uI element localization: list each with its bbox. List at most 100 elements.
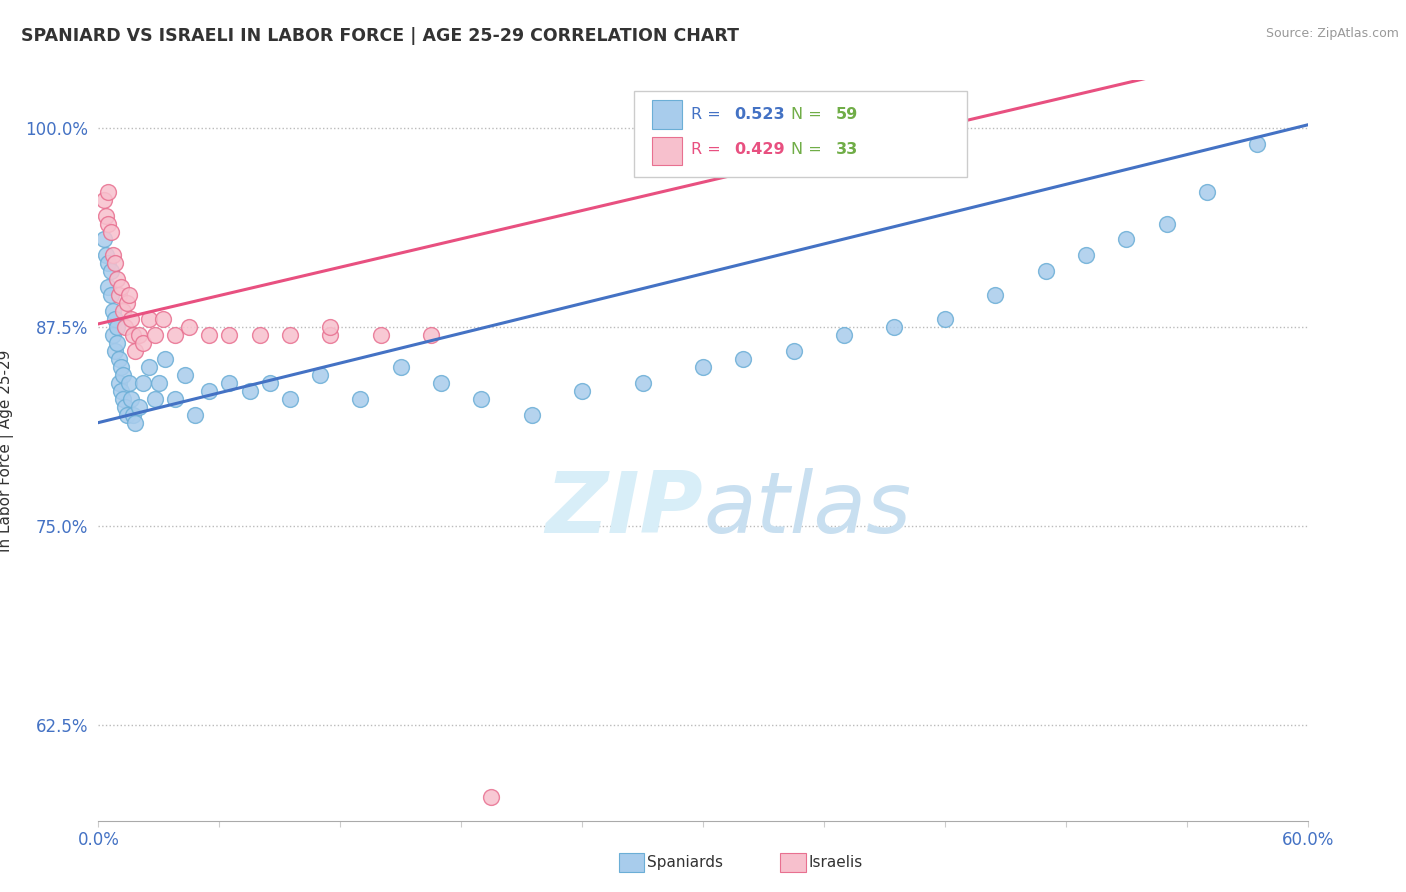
Point xyxy=(153,351,176,366)
Point xyxy=(120,312,142,326)
Point xyxy=(107,351,129,366)
Point xyxy=(218,376,240,390)
Point xyxy=(198,328,221,343)
Point xyxy=(1195,185,1218,199)
Point xyxy=(832,328,855,343)
Point xyxy=(692,359,714,374)
Point xyxy=(143,328,166,343)
Point xyxy=(883,320,905,334)
Point xyxy=(100,288,122,302)
Text: Spaniards: Spaniards xyxy=(647,855,723,870)
Point xyxy=(143,392,166,406)
Point xyxy=(105,272,128,286)
Point xyxy=(111,368,134,382)
Point xyxy=(319,320,342,334)
Point xyxy=(349,392,371,406)
Point xyxy=(128,328,150,343)
Point xyxy=(100,264,122,278)
Point xyxy=(984,288,1007,302)
Point xyxy=(631,376,654,390)
Point xyxy=(319,328,342,343)
Point xyxy=(107,376,129,390)
Point xyxy=(103,312,125,326)
Bar xyxy=(652,101,682,128)
Point xyxy=(121,328,143,343)
Point xyxy=(309,368,332,382)
Text: Source: ZipAtlas.com: Source: ZipAtlas.com xyxy=(1265,27,1399,40)
Point xyxy=(114,400,136,414)
Point xyxy=(120,392,142,406)
Point xyxy=(174,368,197,382)
Point xyxy=(179,320,201,334)
Point xyxy=(97,185,120,199)
Y-axis label: In Labor Force | Age 25-29: In Labor Force | Age 25-29 xyxy=(0,350,14,551)
Point xyxy=(110,384,132,398)
Point xyxy=(420,328,443,343)
Point xyxy=(128,400,150,414)
Point xyxy=(218,328,240,343)
Point xyxy=(733,351,755,366)
Text: SPANIARD VS ISRAELI IN LABOR FORCE | AGE 25-29 CORRELATION CHART: SPANIARD VS ISRAELI IN LABOR FORCE | AGE… xyxy=(21,27,740,45)
Point xyxy=(111,304,134,318)
Point xyxy=(239,384,262,398)
Bar xyxy=(652,136,682,165)
Point xyxy=(249,328,271,343)
Point xyxy=(96,248,118,262)
Point xyxy=(1074,248,1097,262)
Point xyxy=(111,392,134,406)
Point xyxy=(103,256,125,270)
Point xyxy=(110,280,132,294)
Point xyxy=(93,193,115,207)
Point xyxy=(152,312,174,326)
FancyBboxPatch shape xyxy=(634,91,966,177)
Point xyxy=(97,280,120,294)
Point xyxy=(1035,264,1057,278)
Point xyxy=(1246,136,1268,151)
Point xyxy=(115,296,138,310)
Point xyxy=(138,312,160,326)
Point xyxy=(97,217,120,231)
Point xyxy=(259,376,281,390)
Point xyxy=(481,789,503,804)
Point xyxy=(138,359,160,374)
Point xyxy=(107,288,129,302)
Point xyxy=(124,416,146,430)
Point xyxy=(934,312,956,326)
Point xyxy=(430,376,453,390)
Point xyxy=(101,328,124,343)
Point xyxy=(163,328,186,343)
Text: N =: N = xyxy=(792,143,827,157)
Text: R =: R = xyxy=(690,143,725,157)
Text: 0.429: 0.429 xyxy=(734,143,785,157)
Point xyxy=(278,328,301,343)
Point xyxy=(520,408,543,422)
Point xyxy=(103,343,125,358)
Point xyxy=(148,376,170,390)
Point xyxy=(110,359,132,374)
Text: N =: N = xyxy=(792,107,827,122)
Text: 59: 59 xyxy=(837,107,858,122)
Point xyxy=(93,232,115,246)
Point xyxy=(470,392,492,406)
Point xyxy=(101,304,124,318)
Point xyxy=(132,336,155,351)
Point xyxy=(100,225,122,239)
Point xyxy=(105,320,128,334)
Point xyxy=(105,336,128,351)
Text: atlas: atlas xyxy=(703,468,911,551)
Point xyxy=(278,392,301,406)
Point xyxy=(198,384,221,398)
Text: Israelis: Israelis xyxy=(808,855,863,870)
Point xyxy=(115,408,138,422)
Text: 0.523: 0.523 xyxy=(734,107,785,122)
Point xyxy=(97,256,120,270)
Text: 33: 33 xyxy=(837,143,858,157)
Point xyxy=(1115,232,1137,246)
Point xyxy=(118,376,141,390)
Point xyxy=(163,392,186,406)
Point xyxy=(101,248,124,262)
Point xyxy=(1156,217,1178,231)
Point xyxy=(370,328,392,343)
Point xyxy=(124,343,146,358)
Point xyxy=(783,343,806,358)
